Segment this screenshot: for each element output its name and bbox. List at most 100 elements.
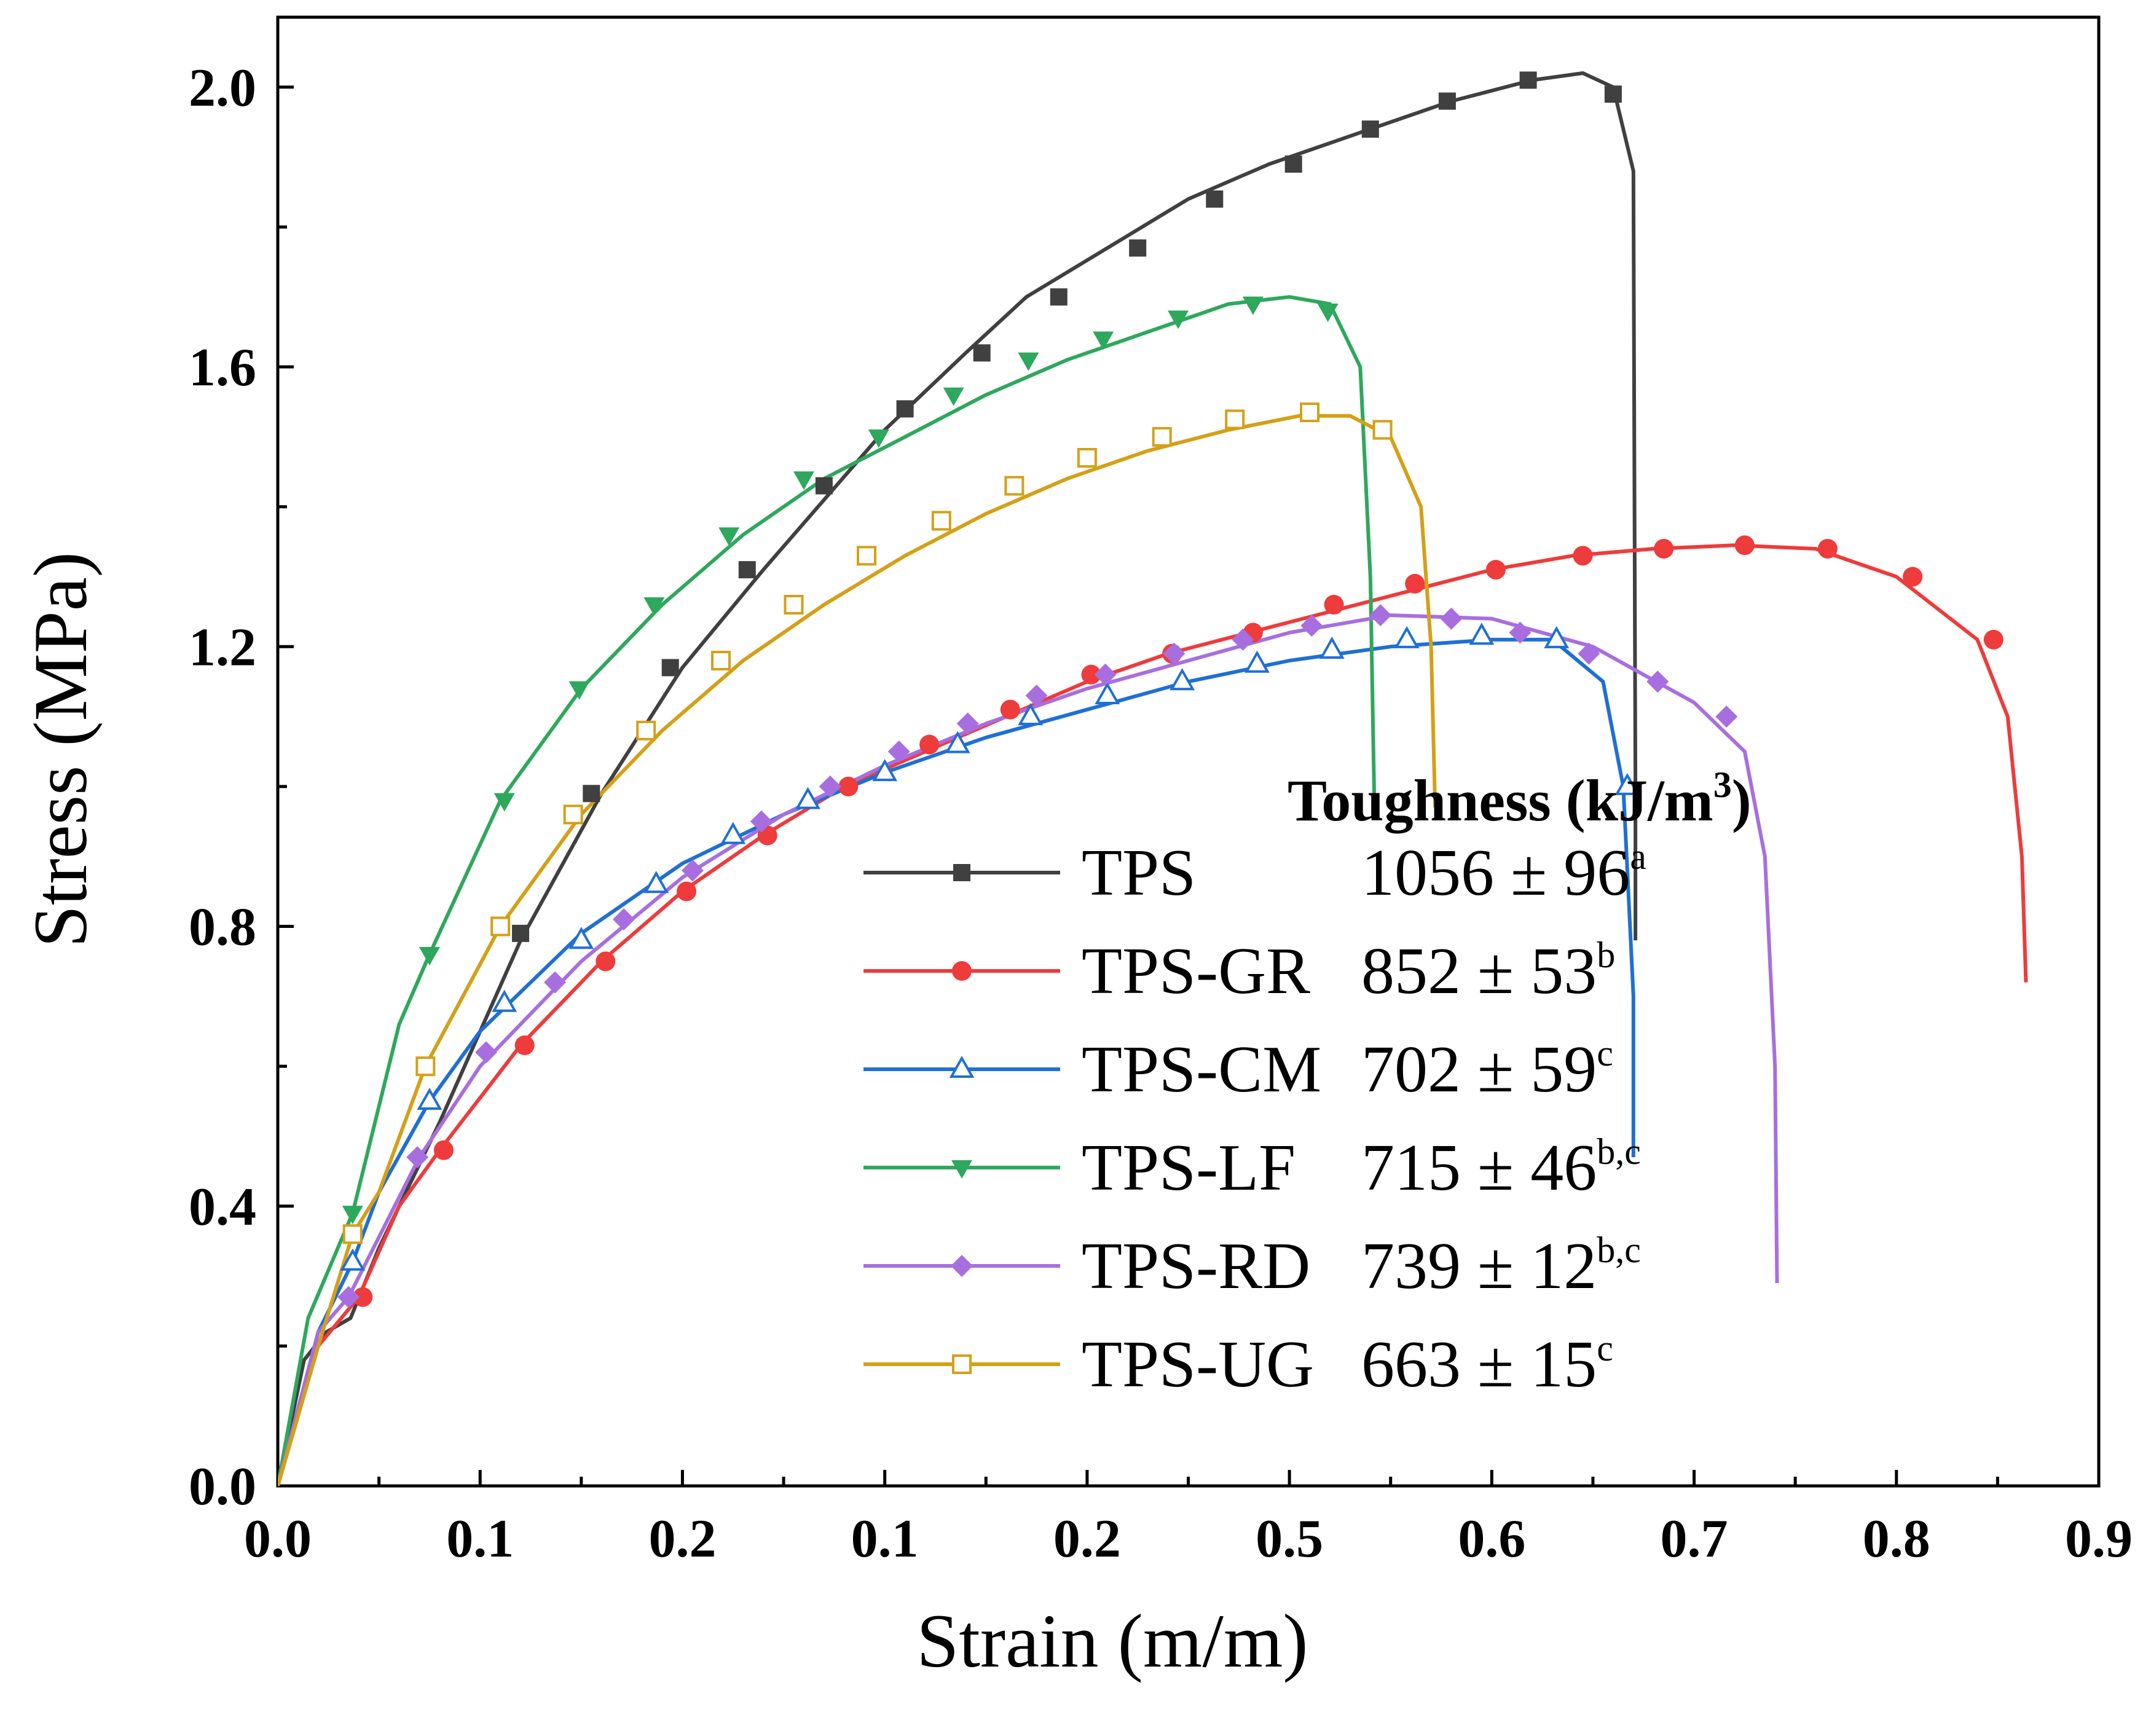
data-point-tps-lf bbox=[494, 793, 515, 812]
data-point-tps-rd bbox=[544, 971, 567, 994]
data-point-tps-ug bbox=[710, 651, 731, 671]
data-point-tps-cm bbox=[872, 759, 898, 782]
legend-toughness-value: 715 ± 46b,c bbox=[1361, 1131, 1641, 1204]
data-point-tps-rd bbox=[1369, 604, 1392, 627]
series-markers-tps-ug bbox=[342, 403, 1393, 1244]
series-line-tps-rd bbox=[278, 613, 1779, 1486]
legend-swatch-marker bbox=[952, 1354, 972, 1374]
data-point-tps-gr bbox=[838, 776, 859, 796]
data-point-tps-lf bbox=[943, 387, 964, 406]
data-point-tps-ug bbox=[342, 1224, 363, 1244]
data-point-tps-cm bbox=[1544, 626, 1570, 648]
data-point-tps-cm bbox=[1394, 626, 1420, 648]
data-point-tps bbox=[1284, 155, 1302, 173]
data-point-tps-cm bbox=[945, 731, 970, 753]
x-tick-label: 0.1 bbox=[851, 1509, 919, 1569]
x-axis: 0.0 0.1 0.2 0.1 0.2 0.5 0.6 0.7 0.8 0.9 bbox=[244, 1470, 2133, 1569]
y-axis-title: Stress (MPa) bbox=[18, 552, 103, 948]
data-point-tps bbox=[896, 400, 914, 418]
data-point-tps-ug bbox=[1225, 409, 1245, 430]
series-markers bbox=[337, 71, 2004, 1308]
data-point-tps-cm bbox=[1095, 681, 1120, 704]
x-tick-label: 0.2 bbox=[1053, 1509, 1121, 1569]
legend-swatch-marker bbox=[953, 864, 970, 881]
legend-label: TPS-UG bbox=[1082, 1328, 1314, 1401]
series-markers-tps-cm bbox=[340, 623, 1640, 1271]
legend-label: TPS-LF bbox=[1082, 1131, 1296, 1204]
data-point-tps-gr bbox=[1000, 699, 1020, 720]
data-point-tps-lf bbox=[643, 597, 665, 616]
x-tick-label: 0.2 bbox=[648, 1509, 716, 1569]
data-point-tps bbox=[1361, 120, 1379, 138]
data-point-tps-rd bbox=[1094, 663, 1117, 686]
data-point-tps bbox=[1438, 92, 1456, 110]
legend-toughness-value: 852 ± 53b bbox=[1361, 935, 1615, 1008]
x-tick-label: 0.6 bbox=[1458, 1509, 1525, 1569]
data-point-tps-gr bbox=[1324, 595, 1344, 615]
data-point-tps-cm bbox=[568, 927, 594, 949]
data-point-tps-cm bbox=[417, 1087, 442, 1110]
data-point-tps bbox=[1050, 288, 1068, 306]
legend-swatch-marker bbox=[949, 1055, 975, 1078]
data-point-tps-gr bbox=[1081, 664, 1101, 685]
data-point-tps-lf bbox=[868, 429, 889, 448]
legend-item-tps-cm: TPS-CM 702 ± 59c bbox=[863, 1033, 1613, 1106]
data-point-tps-cm bbox=[720, 822, 746, 844]
data-point-tps-lf bbox=[1018, 352, 1039, 371]
y-tick-label: 2.0 bbox=[189, 58, 256, 118]
data-point-tps-lf bbox=[568, 681, 590, 700]
data-point-tps-rd bbox=[1232, 628, 1254, 651]
data-point-tps bbox=[512, 924, 530, 942]
data-point-tps-ug bbox=[563, 804, 583, 825]
data-point-tps-gr bbox=[1817, 538, 1838, 559]
series-line-tps-cm bbox=[278, 637, 1635, 1486]
data-point-tps-lf bbox=[419, 947, 440, 966]
y-tick-label: 0.4 bbox=[189, 1177, 256, 1237]
data-point-tps-rd bbox=[337, 1286, 360, 1308]
data-point-tps-rd bbox=[1163, 642, 1186, 665]
legend-item-tps-ug: TPS-UG 663 ± 15c bbox=[863, 1328, 1613, 1401]
data-point-tps bbox=[1519, 71, 1537, 89]
data-point-tps-cm bbox=[1245, 650, 1270, 673]
data-point-tps-rd bbox=[475, 1041, 498, 1064]
data-point-tps-gr bbox=[677, 881, 697, 901]
data-point-tps-lf bbox=[793, 471, 814, 490]
x-tick-label: 0.0 bbox=[244, 1509, 312, 1569]
data-point-tps bbox=[1129, 239, 1147, 257]
data-point-tps-gr bbox=[1485, 560, 1506, 580]
data-point-tps-ug bbox=[1077, 448, 1097, 468]
legend-toughness-title: Toughness (kJ/m3) bbox=[1288, 764, 1752, 833]
data-point-tps bbox=[661, 659, 679, 677]
data-point-tps-ug bbox=[1152, 426, 1172, 447]
legend-toughness-value: 702 ± 59c bbox=[1361, 1033, 1613, 1106]
legend-swatch-marker bbox=[951, 1160, 972, 1179]
y-axis: 0.0 0.4 0.8 1.2 1.6 2.0 bbox=[189, 58, 294, 1517]
data-point-tps-ug bbox=[1300, 403, 1320, 423]
series-markers-tps bbox=[512, 71, 1622, 942]
data-point-tps bbox=[1604, 85, 1622, 103]
data-point-tps bbox=[1206, 190, 1224, 208]
data-point-tps-gr bbox=[514, 1035, 535, 1055]
y-tick-label: 1.2 bbox=[189, 618, 256, 677]
data-point-tps-ug bbox=[1004, 476, 1024, 496]
x-tick-label: 0.7 bbox=[1661, 1509, 1728, 1569]
data-point-tps-lf bbox=[1093, 331, 1114, 350]
data-point-tps-rd bbox=[1578, 642, 1600, 665]
data-point-tps-ug bbox=[784, 595, 804, 615]
data-point-tps-gr bbox=[433, 1140, 454, 1160]
data-point-tps-lf bbox=[1242, 296, 1264, 315]
legend-toughness-value: 739 ± 12b,c bbox=[1361, 1230, 1641, 1303]
data-point-tps-cm bbox=[1170, 668, 1195, 691]
y-tick-label: 0.0 bbox=[189, 1457, 256, 1517]
y-tick-label: 1.6 bbox=[189, 338, 256, 398]
data-point-tps-lf bbox=[1168, 310, 1189, 329]
data-point-tps-rd bbox=[956, 712, 979, 735]
data-point-tps-cm bbox=[643, 871, 669, 894]
data-point-tps-lf bbox=[342, 1206, 363, 1225]
x-tick-label: 0.9 bbox=[2065, 1509, 2133, 1569]
x-tick-label: 0.5 bbox=[1256, 1509, 1323, 1569]
legend-swatch-marker bbox=[951, 1255, 973, 1277]
legend-toughness-value: 663 ± 15c bbox=[1361, 1328, 1613, 1401]
legend-label: TPS-CM bbox=[1082, 1033, 1321, 1106]
